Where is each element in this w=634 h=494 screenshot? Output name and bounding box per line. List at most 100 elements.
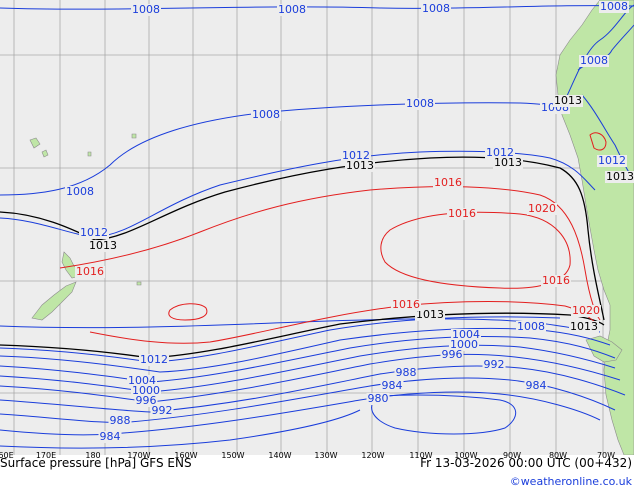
isobar-1016-south [89,301,596,344]
isobar-label-halo [421,3,451,15]
isobar-1013-north [0,156,605,321]
isobar-1013-south [0,312,605,359]
isobar-1008-coast [564,4,634,101]
isobar-label: 1012 [486,146,514,159]
isobar-label-halo [79,227,109,239]
isobar-label: 1000 [132,384,160,397]
isobar-label: 1016 [542,274,570,287]
isobar-label: 984 [100,430,121,443]
isobar-label: 1008 [132,3,160,16]
isobar-label-halo [341,150,371,162]
isobar-label: 1013 [416,308,444,321]
isobar-label-halo [150,405,174,417]
isobar-label-halo [451,329,481,341]
isobar-1004 [0,335,616,383]
isobar-1000 [0,344,616,393]
isobar-label: 1013 [89,239,117,252]
isobar-label: 1012 [598,154,626,167]
isobar-label-halo [571,305,601,317]
longitude-tick-label: 120W [361,451,384,460]
isobar-1016-cell [168,303,208,321]
isobar-label-halo [440,349,464,361]
isobar-label-halo [405,98,435,110]
isobar-label: 1008 [278,3,306,16]
longitude-tick-label: 60E [0,451,14,460]
isobar-label: 1016 [448,207,476,220]
isobar-label: 1004 [128,374,156,387]
credit-link[interactable]: ©weatheronline.co.uk [510,475,633,488]
isobar-label-halo [134,395,158,407]
longitude-tick-label: 70W [597,451,615,460]
isobar-label: 1016 [76,265,104,278]
longitude-tick-label: 160W [174,451,197,460]
isobar-label: 1012 [342,149,370,162]
isobar-label-halo [527,203,557,215]
new-zealand-south-island [31,281,77,321]
isobar-label-halo [482,359,506,371]
isobar-label: 1020 [572,304,600,317]
isobar-980 [0,409,361,449]
longitude-tick-label: 130W [314,451,337,460]
isobar-label-halo [433,177,463,189]
isobar-label-halo [391,299,421,311]
isobar-1012-south [0,316,561,363]
isobar-label: 1008 [600,0,628,13]
isobar-label-halo [366,393,390,405]
isobar-labels: 1008 1008 1008 1008100810081008100810081008… [65,0,634,443]
isobar-label-halo [65,186,95,198]
isobar-1008-south [0,318,601,333]
chatham-island [136,281,142,286]
longitude-tick-label: 180 [85,451,100,460]
landmasses [29,0,634,456]
isobar-label: 996 [442,348,463,361]
isobar-label-halo [553,95,583,107]
isobar-label-halo [139,354,169,366]
isobar-label-halo [380,380,404,392]
isobar-label: 1004 [452,328,480,341]
isobar-label: 1000 [450,338,478,351]
isobar-label: 1008 [517,320,545,333]
isobar-label: 1012 [140,353,168,366]
isobar-1016-north [59,186,601,321]
isobar-label-halo [449,339,479,351]
isobar-label: 1013 [346,159,374,172]
isobar-1016-andes [589,132,607,151]
footer-background [0,455,634,490]
fiji-islands [29,137,49,158]
isobar-label-halo [251,109,281,121]
isobar-1008-north [0,5,634,10]
isobar-984 [0,391,601,436]
longitude-tick-label: 150W [221,451,244,460]
isobar-label: 988 [110,414,131,427]
isobar-label-halo [131,4,161,16]
isobar-label-halo [605,171,634,183]
isobar-label: 1008 [422,2,450,15]
isobar-label: 1008 [580,54,608,67]
isobar-label-halo [516,321,546,333]
tierra-del-fuego [585,335,623,363]
isobar-label-halo [541,275,571,287]
isobar-label: 1012 [80,226,108,239]
isobar-label-halo [597,155,627,167]
south-america-landmass [555,0,634,456]
isobar-label: 1016 [392,298,420,311]
isobar-label-halo [415,309,445,321]
isobar-label: 1008 [406,97,434,110]
longitude-tick-label: 140W [268,451,291,460]
isobar-label-halo [524,380,548,392]
map-title: Surface pressure [hPa] GFS ENS [0,456,192,470]
isobars-1013 [0,156,605,359]
isobar-label-halo [447,208,477,220]
isobar-label: 996 [136,394,157,407]
isobar-label: 992 [484,358,505,371]
isobar-label-halo [599,1,629,13]
longitude-tick-label: 80W [549,451,567,460]
isobar-label: 988 [396,366,417,379]
isobar-label: 1008 [252,108,280,121]
isobar-996 [0,353,621,403]
valid-time: Fr 13-03-2026 00:00 UTC (00+432) [420,456,632,470]
isobar-label-halo [394,367,418,379]
isobar-label-halo [345,160,375,172]
